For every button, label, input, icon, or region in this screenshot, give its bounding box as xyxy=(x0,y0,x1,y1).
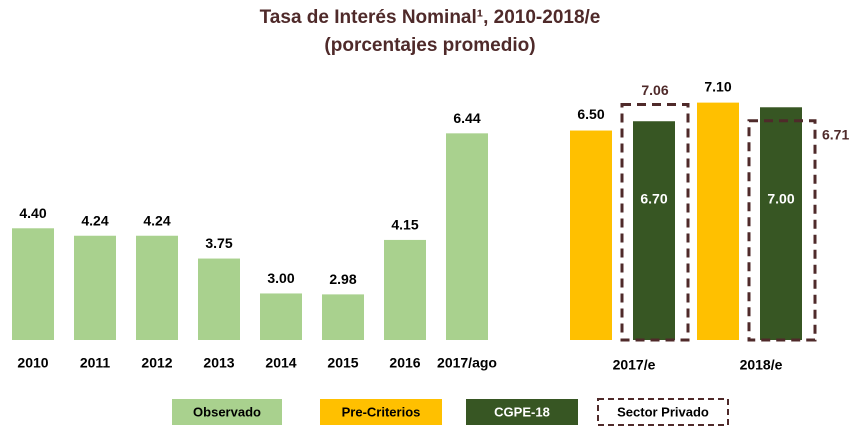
x-tick-label: 2010 xyxy=(17,355,48,371)
value-label: 4.40 xyxy=(19,205,46,221)
chart-title: Tasa de Interés Nominal¹, 2010-2018/e xyxy=(260,7,601,28)
value-label: 7.00 xyxy=(767,191,794,207)
x-tick-label: 2017/ago xyxy=(437,355,497,371)
value-label: 6.71 xyxy=(822,126,849,142)
bar xyxy=(198,258,240,340)
bar xyxy=(260,293,302,340)
legend-swatch xyxy=(320,399,442,425)
value-label: 3.00 xyxy=(267,270,294,286)
value-label: 3.75 xyxy=(205,235,232,251)
value-label: 4.24 xyxy=(81,212,108,228)
legend-swatch xyxy=(597,398,729,426)
legend-label: CGPE-18 xyxy=(494,404,550,419)
bar xyxy=(446,133,488,340)
x-tick-label: 2016 xyxy=(389,355,420,371)
x-tick-label: 2014 xyxy=(265,355,296,371)
value-label: 6.44 xyxy=(453,110,480,126)
x-tick-label: 2012 xyxy=(141,355,172,371)
bar xyxy=(633,121,675,341)
legend-label: Sector Privado xyxy=(617,404,709,419)
x-tick-label: 2017/e xyxy=(613,357,656,373)
bar xyxy=(12,228,54,340)
value-label: 4.24 xyxy=(143,212,170,228)
bar xyxy=(74,235,116,340)
bar xyxy=(760,107,802,340)
value-label: 7.10 xyxy=(704,78,731,94)
value-label: 7.06 xyxy=(641,82,668,98)
chart-subtitle: (porcentajes promedio) xyxy=(324,35,535,56)
x-tick-label: 2018/e xyxy=(740,357,783,373)
bar xyxy=(136,235,178,340)
dashed-box xyxy=(620,102,690,342)
bar xyxy=(570,130,612,340)
legend-label: Observado xyxy=(193,404,261,419)
value-label: 2.98 xyxy=(329,271,356,287)
bar xyxy=(322,294,364,340)
x-tick-label: 2015 xyxy=(327,355,358,371)
legend-swatch xyxy=(466,399,578,425)
legend-label: Pre-Criterios xyxy=(342,404,421,419)
x-tick-label: 2011 xyxy=(80,355,111,371)
legend-swatch xyxy=(172,399,282,425)
bar xyxy=(697,102,739,340)
value-label: 6.70 xyxy=(640,191,667,207)
value-label: 6.50 xyxy=(577,106,604,122)
x-tick-label: 2013 xyxy=(203,355,234,371)
dashed-box xyxy=(747,119,817,342)
bar xyxy=(384,239,426,340)
value-label: 4.15 xyxy=(391,217,418,233)
